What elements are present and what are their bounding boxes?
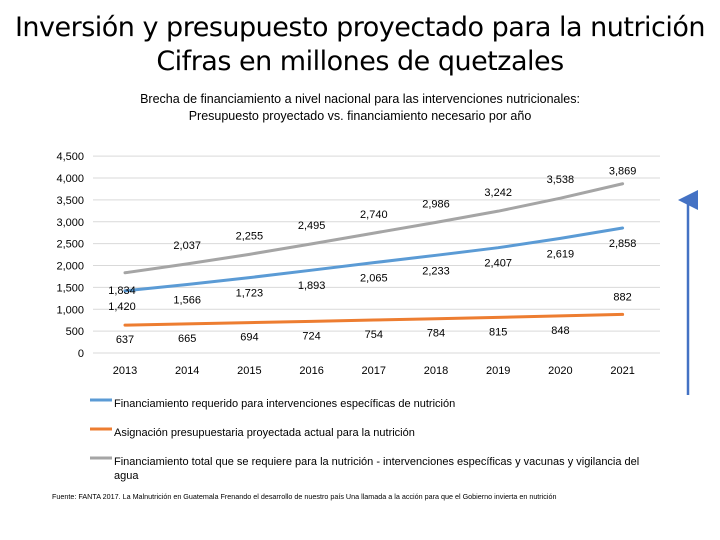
data-label-total: 3,869 (609, 166, 637, 178)
data-label-requerido: 1,420 (108, 301, 136, 313)
data-label-total: 2,255 (236, 230, 264, 242)
data-label-asignacion: 665 (178, 333, 196, 345)
data-label-requerido: 2,619 (547, 248, 575, 260)
x-tick-label: 2018 (424, 365, 448, 377)
data-label-total: 2,495 (298, 220, 326, 232)
y-tick-label: 1,500 (56, 282, 84, 294)
data-label-total: 1,834 (108, 285, 136, 297)
y-tick-label: 4,500 (56, 151, 84, 163)
y-tick-label: 2,500 (56, 239, 84, 251)
data-label-requerido: 1,566 (173, 294, 201, 306)
x-tick-label: 2020 (548, 365, 572, 377)
y-tick-label: 4,000 (56, 173, 84, 185)
data-label-total: 3,242 (484, 187, 512, 199)
data-label-requerido: 1,893 (298, 280, 326, 292)
data-label-requerido: 2,065 (360, 273, 388, 285)
data-label-requerido: 1,723 (236, 288, 264, 300)
data-label-asignacion: 724 (302, 330, 320, 342)
data-label-total: 2,037 (173, 240, 201, 252)
x-tick-label: 2014 (175, 365, 199, 377)
chart-subtitle-line1: Brecha de financiamiento a nivel naciona… (140, 92, 580, 106)
legend-label-asignacion: Asignación presupuestaria proyectada act… (114, 427, 415, 439)
data-label-requerido: 2,858 (609, 238, 637, 250)
y-tick-label: 3,500 (56, 195, 84, 207)
legend-label-total: Financiamiento total que se requiere par… (114, 456, 639, 482)
series-line-requerido (123, 226, 625, 293)
data-label-asignacion: 815 (489, 326, 507, 338)
data-label-asignacion: 848 (551, 325, 569, 337)
data-label-total: 3,538 (547, 174, 575, 186)
x-tick-label: 2015 (237, 365, 261, 377)
legend-label-total-line1: Financiamiento total que se requiere par… (114, 456, 639, 468)
y-tick-label: 3,000 (56, 217, 84, 229)
x-tick-label: 2016 (299, 365, 323, 377)
legend-label-total-line2: agua (114, 470, 139, 482)
y-tick-label: 2,000 (56, 261, 84, 273)
series-line-asignacion (123, 312, 625, 327)
y-tick-label: 1,000 (56, 304, 84, 316)
data-label-requerido: 2,233 (422, 265, 450, 277)
x-tick-label: 2013 (113, 365, 137, 377)
data-label-asignacion: 784 (427, 328, 445, 340)
data-label-asignacion: 694 (240, 332, 258, 344)
series-line-total (123, 182, 625, 275)
x-tick-label: 2017 (362, 365, 386, 377)
y-tick-label: 500 (66, 326, 84, 338)
data-label-asignacion: 882 (613, 291, 631, 303)
chart-subtitle-line2: Presupuesto proyectado vs. financiamient… (188, 109, 532, 123)
data-label-total: 2,740 (360, 209, 388, 221)
x-tick-label: 2021 (610, 365, 634, 377)
source-note: Fuente: FANTA 2017. La Malnutrición en G… (52, 492, 557, 501)
legend-label-requerido: Financiamiento requerido para intervenci… (114, 398, 455, 410)
chart-title-line1: Inversión y presupuesto proyectado para … (14, 12, 706, 43)
data-label-requerido: 2,407 (484, 258, 512, 270)
data-label-total: 2,986 (422, 198, 450, 210)
data-label-asignacion: 637 (116, 334, 134, 346)
y-tick-label: 0 (78, 348, 84, 360)
data-label-asignacion: 754 (365, 329, 383, 341)
x-tick-label: 2019 (486, 365, 510, 377)
chart-title-line2: Cifras en millones de quetzales (156, 46, 564, 77)
